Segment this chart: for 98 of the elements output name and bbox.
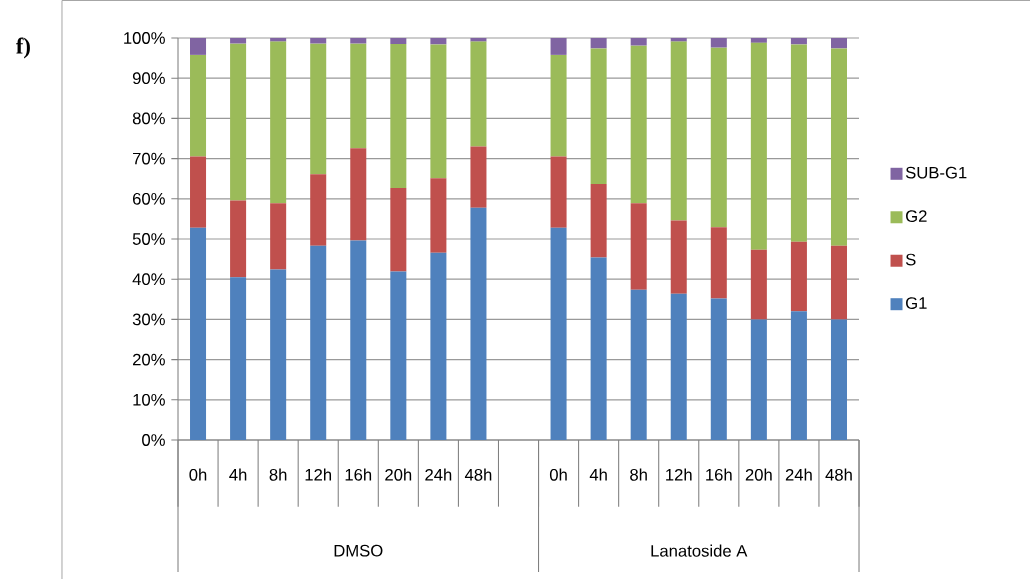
bar	[550, 54, 567, 157]
bar	[670, 220, 687, 294]
bar	[750, 38, 767, 43]
bar	[390, 187, 407, 272]
y-tick-label: 100%	[124, 32, 165, 44]
bar	[790, 311, 807, 440]
bar	[430, 178, 447, 253]
bar	[470, 38, 487, 42]
legend-label: G1	[906, 297, 927, 309]
bar	[830, 245, 847, 320]
x-tick-label: 16h	[345, 468, 372, 481]
bar	[550, 227, 567, 440]
x-tick-label: 4h	[229, 468, 247, 481]
bar	[230, 277, 247, 440]
legend-label: G2	[906, 210, 927, 222]
bar	[710, 38, 727, 48]
bar	[710, 47, 727, 228]
bar	[270, 269, 287, 440]
y-tick-label: 10%	[133, 393, 165, 406]
bar	[830, 38, 847, 49]
y-tick-label: 20%	[132, 353, 165, 366]
bar	[590, 38, 607, 49]
legend-label: SUB-G1	[905, 166, 967, 179]
x-tick-label: 12h	[666, 468, 692, 481]
bar	[830, 319, 847, 440]
y-tick-label: 0%	[142, 434, 165, 446]
bar	[670, 41, 687, 221]
bar	[310, 174, 327, 246]
bar	[350, 240, 367, 440]
bar	[270, 203, 287, 270]
bar	[750, 249, 767, 320]
bar	[750, 319, 767, 440]
bar	[190, 54, 207, 157]
bar	[390, 271, 407, 440]
bar	[470, 146, 487, 208]
bar	[630, 203, 647, 290]
bar	[230, 38, 247, 44]
y-tick-label: 90%	[132, 72, 165, 85]
bar	[710, 298, 727, 440]
text: DMSO	[334, 544, 383, 557]
x-tick-label: 4h	[589, 468, 607, 481]
bar	[270, 41, 287, 204]
y-tick-label: 40%	[132, 273, 165, 286]
bar	[630, 289, 647, 440]
bar	[550, 156, 567, 228]
bar	[630, 38, 647, 46]
bar	[350, 43, 367, 149]
bar	[630, 45, 647, 204]
bar	[390, 44, 407, 188]
bar	[710, 227, 727, 299]
y-tick-label: 70%	[133, 152, 165, 165]
y-tick-label: 80%	[132, 112, 165, 125]
bar	[590, 48, 607, 184]
bar	[350, 38, 367, 44]
bar	[430, 44, 447, 179]
x-tick-label: 0h	[189, 468, 207, 481]
x-tick-label: 20h	[745, 468, 772, 481]
bar	[790, 44, 807, 242]
bar	[230, 200, 247, 278]
bar	[430, 252, 447, 440]
bar	[190, 156, 207, 228]
x-tick-label: 8h	[630, 468, 647, 481]
y-tick-label: 30%	[132, 313, 165, 326]
bar	[430, 38, 447, 45]
bar	[470, 41, 487, 147]
bar	[310, 38, 327, 44]
x-tick-label: 16h	[706, 468, 732, 481]
bar	[830, 48, 847, 246]
bar	[190, 38, 207, 55]
x-tick-label: 12h	[305, 468, 332, 481]
x-tick-label: 20h	[385, 468, 412, 481]
bar	[310, 245, 327, 440]
bar	[550, 38, 567, 55]
bar	[350, 148, 367, 241]
text: f)	[15, 37, 30, 59]
x-tick-label: 48h	[464, 468, 492, 481]
bar	[590, 257, 607, 440]
bar	[670, 38, 687, 42]
bar	[670, 293, 687, 440]
bar	[590, 183, 607, 258]
bar	[750, 42, 767, 250]
y-tick-label: 50%	[132, 233, 165, 245]
y-tick-label: 60%	[132, 192, 165, 205]
x-tick-label: 24h	[785, 468, 812, 481]
bar	[230, 43, 247, 201]
bar	[470, 207, 487, 440]
text: Lanatoside A	[651, 544, 748, 557]
bar	[310, 43, 327, 175]
bar	[790, 241, 807, 312]
legend-label: S	[905, 253, 916, 266]
bar	[790, 38, 807, 45]
bar	[390, 38, 407, 45]
x-tick-label: 48h	[825, 468, 852, 481]
x-tick-label: 8h	[269, 468, 287, 481]
bar	[270, 38, 287, 42]
x-tick-label: 24h	[425, 468, 452, 481]
bar	[190, 227, 207, 440]
x-tick-label: 0h	[549, 468, 567, 481]
